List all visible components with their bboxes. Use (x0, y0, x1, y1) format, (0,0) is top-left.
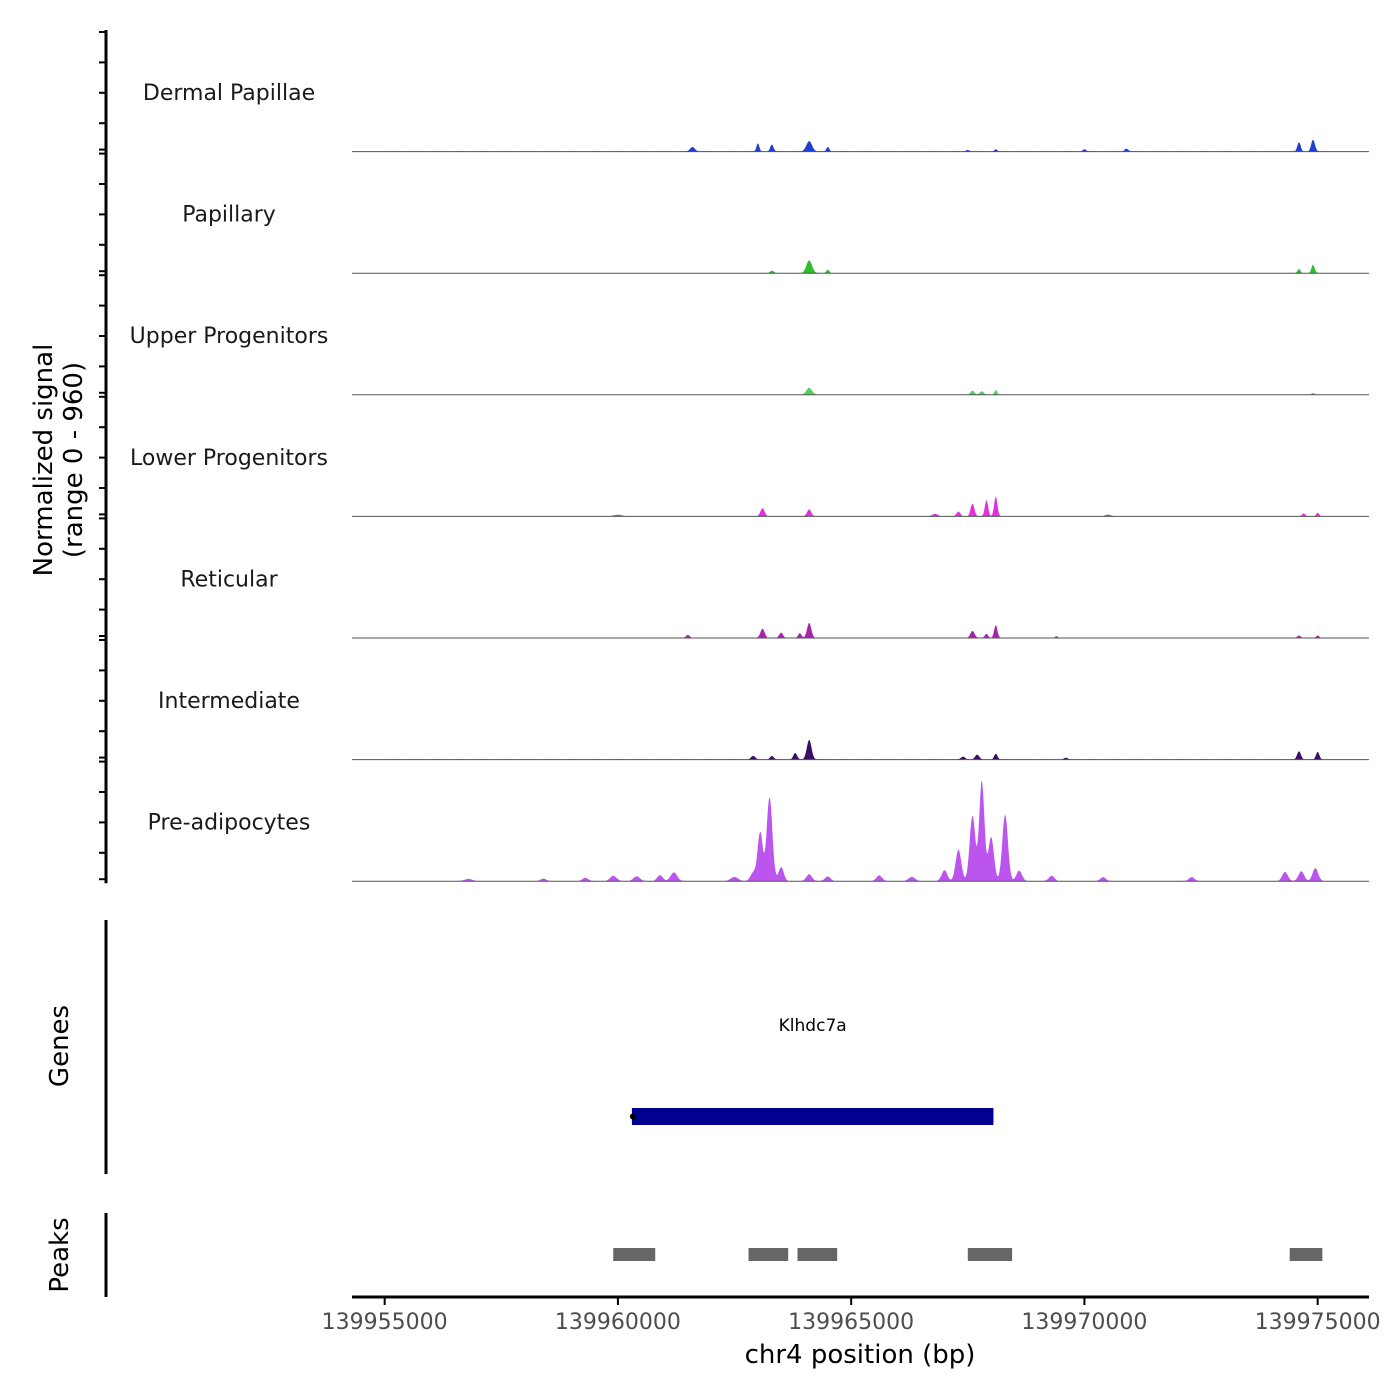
x-tick-label: 139970000 (1021, 1310, 1147, 1335)
track-label: Lower Progenitors (130, 446, 328, 471)
gene-body (631, 1108, 994, 1125)
y-axis-title-line2: (range 0 - 960) (59, 362, 89, 558)
track-label: Dermal Papillae (143, 81, 315, 106)
peak-interval (797, 1248, 838, 1261)
y-axis-title-line1: Normalized signal (29, 344, 59, 577)
x-tick-label: 139965000 (788, 1310, 914, 1335)
peak-interval (748, 1248, 789, 1261)
signal-area-intermediate (389, 739, 1332, 760)
track-dermal-papillae: Dermal Papillae (143, 81, 1369, 153)
x-tick-label: 139975000 (1255, 1310, 1381, 1335)
genes-axis-title: Genes (45, 1005, 75, 1087)
track-upper-progenitors: Upper Progenitors (130, 324, 1369, 396)
peak-interval (967, 1248, 1013, 1261)
gene-start-marker (629, 1113, 636, 1120)
peak-interval (613, 1248, 656, 1261)
x-tick-label: 139960000 (555, 1310, 681, 1335)
peak-track (104, 1213, 1323, 1297)
signal-area-upper-progenitors (389, 387, 1332, 395)
peak-interval (1289, 1248, 1323, 1261)
gene-track: Klhdc7a (104, 920, 994, 1174)
x-axis: 139955000 139960000 139965000 139970000 1399… (322, 1295, 1381, 1335)
signal-area-reticular (389, 623, 1332, 638)
gene-label: Klhdc7a (779, 1016, 847, 1036)
x-tick-label: 139955000 (322, 1310, 448, 1335)
track-lower-progenitors: Lower Progenitors (130, 446, 1369, 517)
track-label: Papillary (182, 203, 276, 228)
peaks-axis-title: Peaks (45, 1217, 75, 1292)
signal-area-pre-adipocytes (389, 781, 1332, 882)
signal-area-dermal-papillae (389, 139, 1332, 152)
signal-area-papillary (389, 260, 1332, 274)
track-intermediate: Intermediate (158, 689, 1369, 761)
signal-y-axis (99, 30, 108, 884)
track-label: Reticular (180, 567, 278, 592)
track-reticular: Reticular (180, 567, 1369, 639)
signal-tracks: Dermal Papillae Papillary Upper Progenitor… (130, 81, 1369, 882)
track-label: Pre-adipocytes (148, 811, 311, 836)
track-label: Intermediate (158, 689, 300, 714)
track-papillary: Papillary (182, 203, 1369, 274)
track-pre-adipocytes: Pre-adipocytes (148, 781, 1369, 882)
x-axis-title: chr4 position (bp) (745, 1340, 976, 1370)
track-label: Upper Progenitors (130, 324, 329, 349)
signal-area-lower-progenitors (389, 496, 1332, 517)
